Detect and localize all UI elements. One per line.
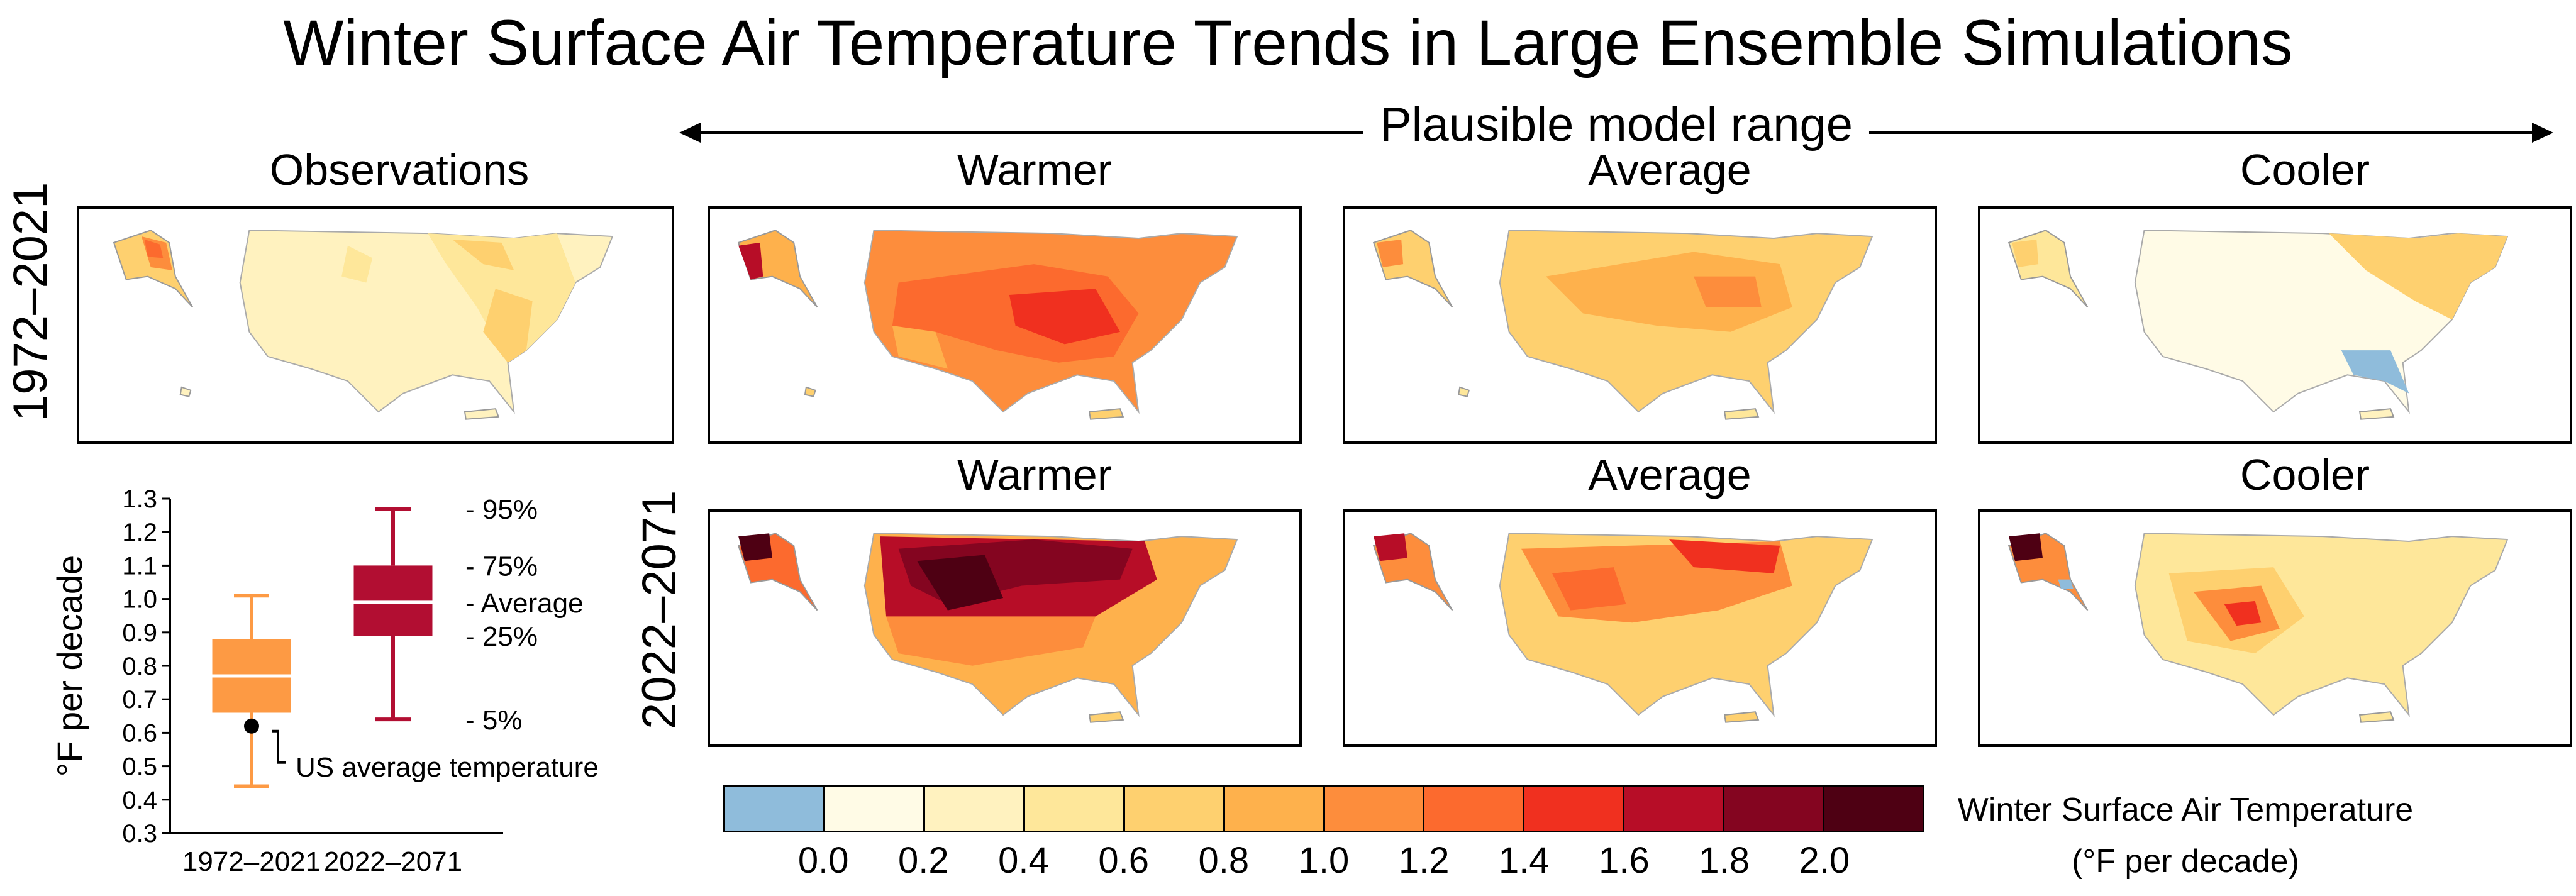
map-label-warmer-1: Warmer <box>957 145 1113 194</box>
colorbar-tick-label: 0.8 <box>1198 840 1250 881</box>
map-warmer-1972-2021 <box>708 206 1302 444</box>
colorbar-title-line2: (°F per decade) <box>2072 843 2299 880</box>
map-label-cooler-1: Cooler <box>2240 145 2370 194</box>
map-label-warmer-2: Warmer <box>957 450 1113 499</box>
map-warmer-2-graphic <box>737 533 1238 723</box>
map-cooler-1-graphic <box>2007 230 2509 420</box>
colorbar-tick-label: 1.6 <box>1599 840 1650 881</box>
colorbar-cell <box>824 787 925 831</box>
colorbar-tick-label: 0.4 <box>998 840 1049 881</box>
map-warmer-1-graphic <box>737 230 1238 420</box>
colorbar <box>723 785 1924 832</box>
y-tick-label: 0.8 <box>122 653 157 680</box>
map-label-observations: Observations <box>269 145 530 194</box>
x-tick-label: 1972–2021 <box>182 846 321 877</box>
y-tick-label: 1.0 <box>122 586 157 614</box>
map-cooler-2022-2071 <box>1978 509 2572 747</box>
map-warmer-2022-2071 <box>708 509 1302 747</box>
colorbar-cell <box>924 787 1025 831</box>
y-axis-label: °F per decade <box>50 555 89 777</box>
map-label-average-2: Average <box>1588 450 1752 499</box>
y-tick-label: 0.5 <box>122 753 157 781</box>
percentile-annotation: - 75% <box>465 551 538 582</box>
colorbar-tick-label: 1.8 <box>1699 840 1750 881</box>
colorbar-cell <box>1024 787 1125 831</box>
y-tick-label: 0.3 <box>122 820 157 848</box>
map-observations-graphic <box>113 230 614 420</box>
y-tick-label: 0.9 <box>122 619 157 647</box>
arrow-right-icon <box>2532 123 2553 143</box>
percentile-annotation: - 25% <box>465 621 538 652</box>
colorbar-tick-label: 0.0 <box>797 840 849 881</box>
colorbar-cell <box>1224 787 1325 831</box>
percentile-annotation: - 5% <box>465 705 522 736</box>
colorbar-cell <box>1624 787 1725 831</box>
range-label: Plausible model range <box>1363 97 1870 152</box>
percentile-annotation: - Average <box>465 588 584 619</box>
colorbar-cell <box>725 787 825 831</box>
colorbar-tick-label: 2.0 <box>1799 840 1850 881</box>
map-cooler-2-graphic <box>2007 533 2509 723</box>
colorbar-tick-label: 1.0 <box>1298 840 1350 881</box>
percentile-annotation: - 95% <box>465 494 538 525</box>
y-tick-label: 0.7 <box>122 686 157 714</box>
boxplot-chart: °F per decade 0.3 0.4 0.5 0.6 0.7 0.8 0.9 1.0 1.… <box>50 485 599 877</box>
observation-label: US average temperature <box>296 752 599 783</box>
map-label-cooler-2: Cooler <box>2240 450 2370 499</box>
map-label-average-1: Average <box>1588 145 1752 194</box>
map-cooler-1972-2021 <box>1978 206 2572 444</box>
y-tick-label: 1.2 <box>122 519 157 546</box>
colorbar-title-line1: Winter Surface Air Temperature <box>1957 792 2414 828</box>
box-iqr <box>353 565 433 636</box>
colorbar-tick-label: 1.4 <box>1499 840 1550 881</box>
colorbar-tick-label: 0.6 <box>1098 840 1149 881</box>
figure-title: Winter Surface Air Temperature Trends in… <box>283 7 2293 79</box>
y-tick-label: 1.1 <box>122 552 157 580</box>
colorbar-tick-label: 1.2 <box>1398 840 1450 881</box>
colorbar-cell <box>1324 787 1425 831</box>
colorbar-cell <box>1124 787 1225 831</box>
model-range-indicator: Plausible model range <box>679 97 2553 160</box>
map-average-1972-2021 <box>1343 206 1937 444</box>
colorbar-cell <box>1524 787 1625 831</box>
map-average-1-graphic <box>1372 230 1874 420</box>
colorbar-cell <box>1824 787 1923 831</box>
y-tick-label: 0.6 <box>122 719 157 747</box>
colorbar-cell <box>1724 787 1825 831</box>
map-observations <box>77 206 674 444</box>
x-tick-label: 2022–2071 <box>324 846 462 877</box>
y-tick-label: 1.3 <box>122 485 157 513</box>
colorbar-cell <box>1424 787 1525 831</box>
map-average-2022-2071 <box>1343 509 1937 747</box>
observation-point <box>244 718 259 734</box>
row-label-1972-2021: 1972–2021 <box>4 182 57 421</box>
map-average-2-graphic <box>1372 533 1874 723</box>
y-tick-label: 0.4 <box>122 787 157 814</box>
colorbar-tick-label: 0.2 <box>898 840 949 881</box>
arrow-left-icon <box>679 123 701 143</box>
observation-leader <box>272 729 286 764</box>
